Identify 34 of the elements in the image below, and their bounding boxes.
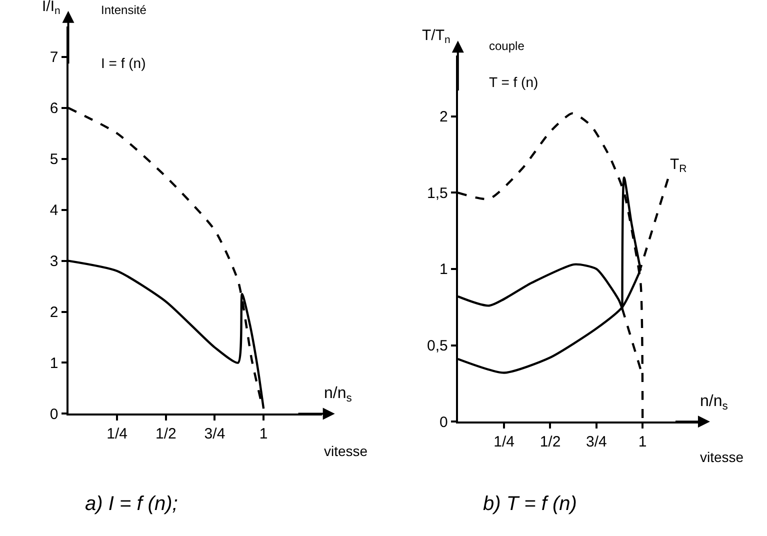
y-tick-label: 6 [50,100,58,118]
y-tick-label: 1 [50,354,58,372]
annotation: T$_{R}$ [670,156,688,176]
y-axis-title: I/I$_{n}$ [42,0,61,18]
x-tick-label: 1/4 [106,426,128,443]
y-tick-label: 5 [50,151,58,168]
x-tick-label: 1/2 [155,426,176,443]
text: Intensité [101,3,147,17]
x-tick-label: 3/4 [586,434,607,451]
annotation: T = f (n) [489,74,538,90]
y-tick-label: 7 [50,49,58,66]
text: vitesse [324,443,368,459]
y-tick-label: 1 [440,261,448,278]
x-tick-label: 1/4 [494,434,514,451]
x-tick-label: 1/2 [540,434,561,451]
x-tick-label: 1 [638,434,647,451]
y-tick-label: 0 [50,406,58,423]
y-tick-label: 2 [50,304,58,322]
y-tick-label: 0,5 [427,338,448,355]
x-axis-title: n/n$_{s}$ [324,385,352,404]
x-tick-label: 3/4 [204,426,226,443]
y-tick-label: 2 [440,108,448,126]
text: couple [489,39,525,53]
text: a) I = f (n); [85,493,178,515]
y-tick-label: 1,5 [427,184,448,202]
text: vitesse [700,449,744,465]
y-tick-label: 4 [50,202,58,220]
y-tick-label: 0 [440,414,448,431]
annotation: I = f (n) [101,55,146,71]
x-axis-title: n/n$_{s}$ [700,393,728,412]
y-tick-label: 3 [50,253,58,270]
y-axis-title: T/T$_{n}$ [422,27,450,46]
text: b) T = f (n) [483,493,577,515]
x-tick-label: 1 [259,426,268,443]
